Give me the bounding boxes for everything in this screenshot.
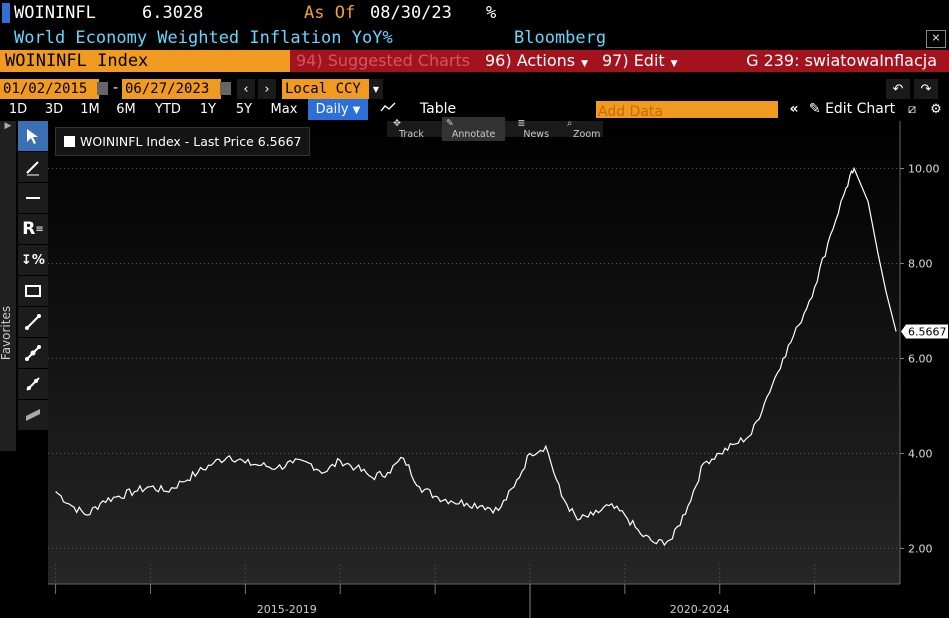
end-date-input[interactable]: 06/27/2023 xyxy=(122,79,221,100)
as-of-date: 08/30/23 xyxy=(370,3,452,23)
favorites-label: Favorites xyxy=(0,305,13,361)
text-tool-icon[interactable]: R ≡ xyxy=(18,214,48,244)
ray-icon[interactable] xyxy=(18,369,48,399)
edit-label: 97) Edit xyxy=(602,51,665,70)
start-date-input[interactable]: 01/02/2015 xyxy=(0,79,99,100)
track-button[interactable]: ✥ Track xyxy=(393,118,424,140)
period-5y[interactable]: 5Y xyxy=(235,102,253,117)
unit: % xyxy=(486,3,497,23)
expand-icon[interactable]: ▶ xyxy=(4,121,12,131)
add-data-placeholder: Add Data xyxy=(598,104,663,120)
period-max[interactable]: Max xyxy=(270,102,298,117)
fibonacci-icon[interactable] xyxy=(18,400,48,430)
y-axis: 2.00 4.00 6.00 8.00 10.00 xyxy=(899,121,940,584)
legend-text: WOININFL Index - Last Price 6.5667 xyxy=(80,134,302,149)
pencil-icon[interactable] xyxy=(18,152,48,182)
security-field[interactable]: WOININFL Index xyxy=(0,50,293,72)
news-button[interactable]: ≣ News xyxy=(517,118,550,140)
ticker-marker xyxy=(2,3,10,23)
suggested-charts-button[interactable]: 94) Suggested Charts xyxy=(290,50,482,72)
line-chart[interactable]: 2.00 4.00 6.00 8.00 10.00 2015-2019 2020-2024… xyxy=(0,121,949,618)
favorites-panel[interactable]: ▶ Favorites xyxy=(0,121,16,451)
period-1d[interactable]: 1D xyxy=(8,102,28,117)
edit-icon[interactable]: ⧄ xyxy=(907,102,917,117)
annotate-label: Annotate xyxy=(451,129,496,140)
x-group-label: 2020-2024 xyxy=(670,603,730,616)
annotate-button[interactable]: ✎ Annotate xyxy=(441,117,506,141)
annotation-toolbar: ✥ Track ✎ Annotate ≣ News ⌕ Zoom xyxy=(387,117,603,141)
ticker: WOININFL xyxy=(14,3,96,23)
edit-button[interactable]: 97) Edit ▼ xyxy=(596,50,684,72)
date-range-bar: 01/02/2015 - 06/27/2023 ‹ › Local CCY ▼ … xyxy=(0,79,949,100)
plot-area xyxy=(48,121,900,584)
period-6m[interactable]: 6M xyxy=(116,102,136,117)
x-group-label: 2015-2019 xyxy=(257,603,317,616)
zoom-label: Zoom xyxy=(573,129,601,140)
period-ytd[interactable]: YTD xyxy=(155,102,181,117)
title-bar: WOININFL 6.3028 As Of 08/30/23 % xyxy=(0,0,949,28)
y-tick-label: 6.00 xyxy=(908,352,933,365)
y-tick-label: 4.00 xyxy=(908,447,933,460)
description: World Economy Weighted Inflation YoY% xyxy=(14,28,393,48)
frequency-select[interactable]: Daily ▼ xyxy=(308,99,368,120)
last-value: 6.3028 xyxy=(142,3,204,23)
collapse-icon[interactable]: « xyxy=(789,101,799,117)
period-3d[interactable]: 3D xyxy=(44,102,64,117)
drawing-toolbar: R ≡ ↧% xyxy=(18,121,50,431)
pointer-icon[interactable] xyxy=(18,121,48,151)
rectangle-icon[interactable] xyxy=(18,276,48,306)
table-button[interactable]: Table xyxy=(419,101,457,117)
chevron-down-icon[interactable]: ▼ xyxy=(369,79,383,100)
source: Bloomberg xyxy=(514,28,607,48)
add-data-input[interactable]: Add Data xyxy=(596,101,778,120)
as-of-label: As Of xyxy=(304,3,356,23)
period-1y[interactable]: 1Y xyxy=(199,102,217,117)
chevron-down-icon: ▼ xyxy=(670,59,678,69)
actions-button[interactable]: 96) Actions ▼ xyxy=(479,50,600,72)
currency-select[interactable]: Local CCY xyxy=(282,79,371,100)
range-dash: - xyxy=(113,80,119,96)
chart-type-icon[interactable] xyxy=(376,99,400,120)
actions-label: 96) Actions xyxy=(485,51,576,70)
last-value-flag xyxy=(901,324,948,339)
pencil-icon: ✎ xyxy=(808,101,821,117)
period-1m[interactable]: 1M xyxy=(80,102,100,117)
zoom-button[interactable]: ⌕ Zoom xyxy=(567,118,601,140)
track-label: Track xyxy=(399,129,424,140)
calendar-icon[interactable] xyxy=(97,82,108,95)
chart-legend[interactable]: WOININFL Index - Last Price 6.5667 xyxy=(55,127,311,156)
frequency-label: Daily xyxy=(315,102,349,117)
y-tick-label: 2.00 xyxy=(908,542,933,555)
security-bar: WOININFL Index 94) Suggested Charts 96) … xyxy=(0,50,949,72)
edit-chart-button[interactable]: ✎ Edit Chart xyxy=(806,99,898,120)
legend-swatch xyxy=(64,136,75,147)
edit-chart-label: Edit Chart xyxy=(825,101,896,117)
last-value-label: 6.5667 xyxy=(908,326,947,339)
y-tick-label: 10.00 xyxy=(908,162,940,175)
gear-icon[interactable]: ⚙ xyxy=(930,102,942,117)
undo-icon[interactable]: ↶ xyxy=(886,79,910,100)
horizontal-line-icon[interactable] xyxy=(18,183,48,213)
x-axis: 2015-2019 2020-2024 xyxy=(48,564,900,618)
last-value-marker: 6.5667 xyxy=(901,324,948,339)
trendline-icon[interactable] xyxy=(18,307,48,337)
channel-icon[interactable] xyxy=(18,338,48,368)
close-icon[interactable]: × xyxy=(926,30,946,48)
chevron-down-icon: ▼ xyxy=(581,59,589,69)
redo-icon[interactable]: ↷ xyxy=(914,79,938,100)
series-line xyxy=(55,166,897,547)
prev-arrow-icon[interactable]: ‹ xyxy=(237,79,255,100)
news-label: News xyxy=(523,129,550,140)
description-bar: World Economy Weighted Inflation YoY% Bl… xyxy=(0,28,949,49)
period-bar: 1D 3D 1M 6M YTD 1Y 5Y Max Daily ▼ Table … xyxy=(0,99,949,121)
chart-id: G 239: swiatowaInflacja xyxy=(680,50,949,72)
percent-tool-icon[interactable]: ↧% xyxy=(18,245,48,275)
calendar-icon[interactable] xyxy=(220,82,231,95)
y-tick-label: 8.00 xyxy=(908,257,933,270)
chevron-down-icon: ▼ xyxy=(352,105,361,116)
next-arrow-icon[interactable]: › xyxy=(258,79,276,100)
